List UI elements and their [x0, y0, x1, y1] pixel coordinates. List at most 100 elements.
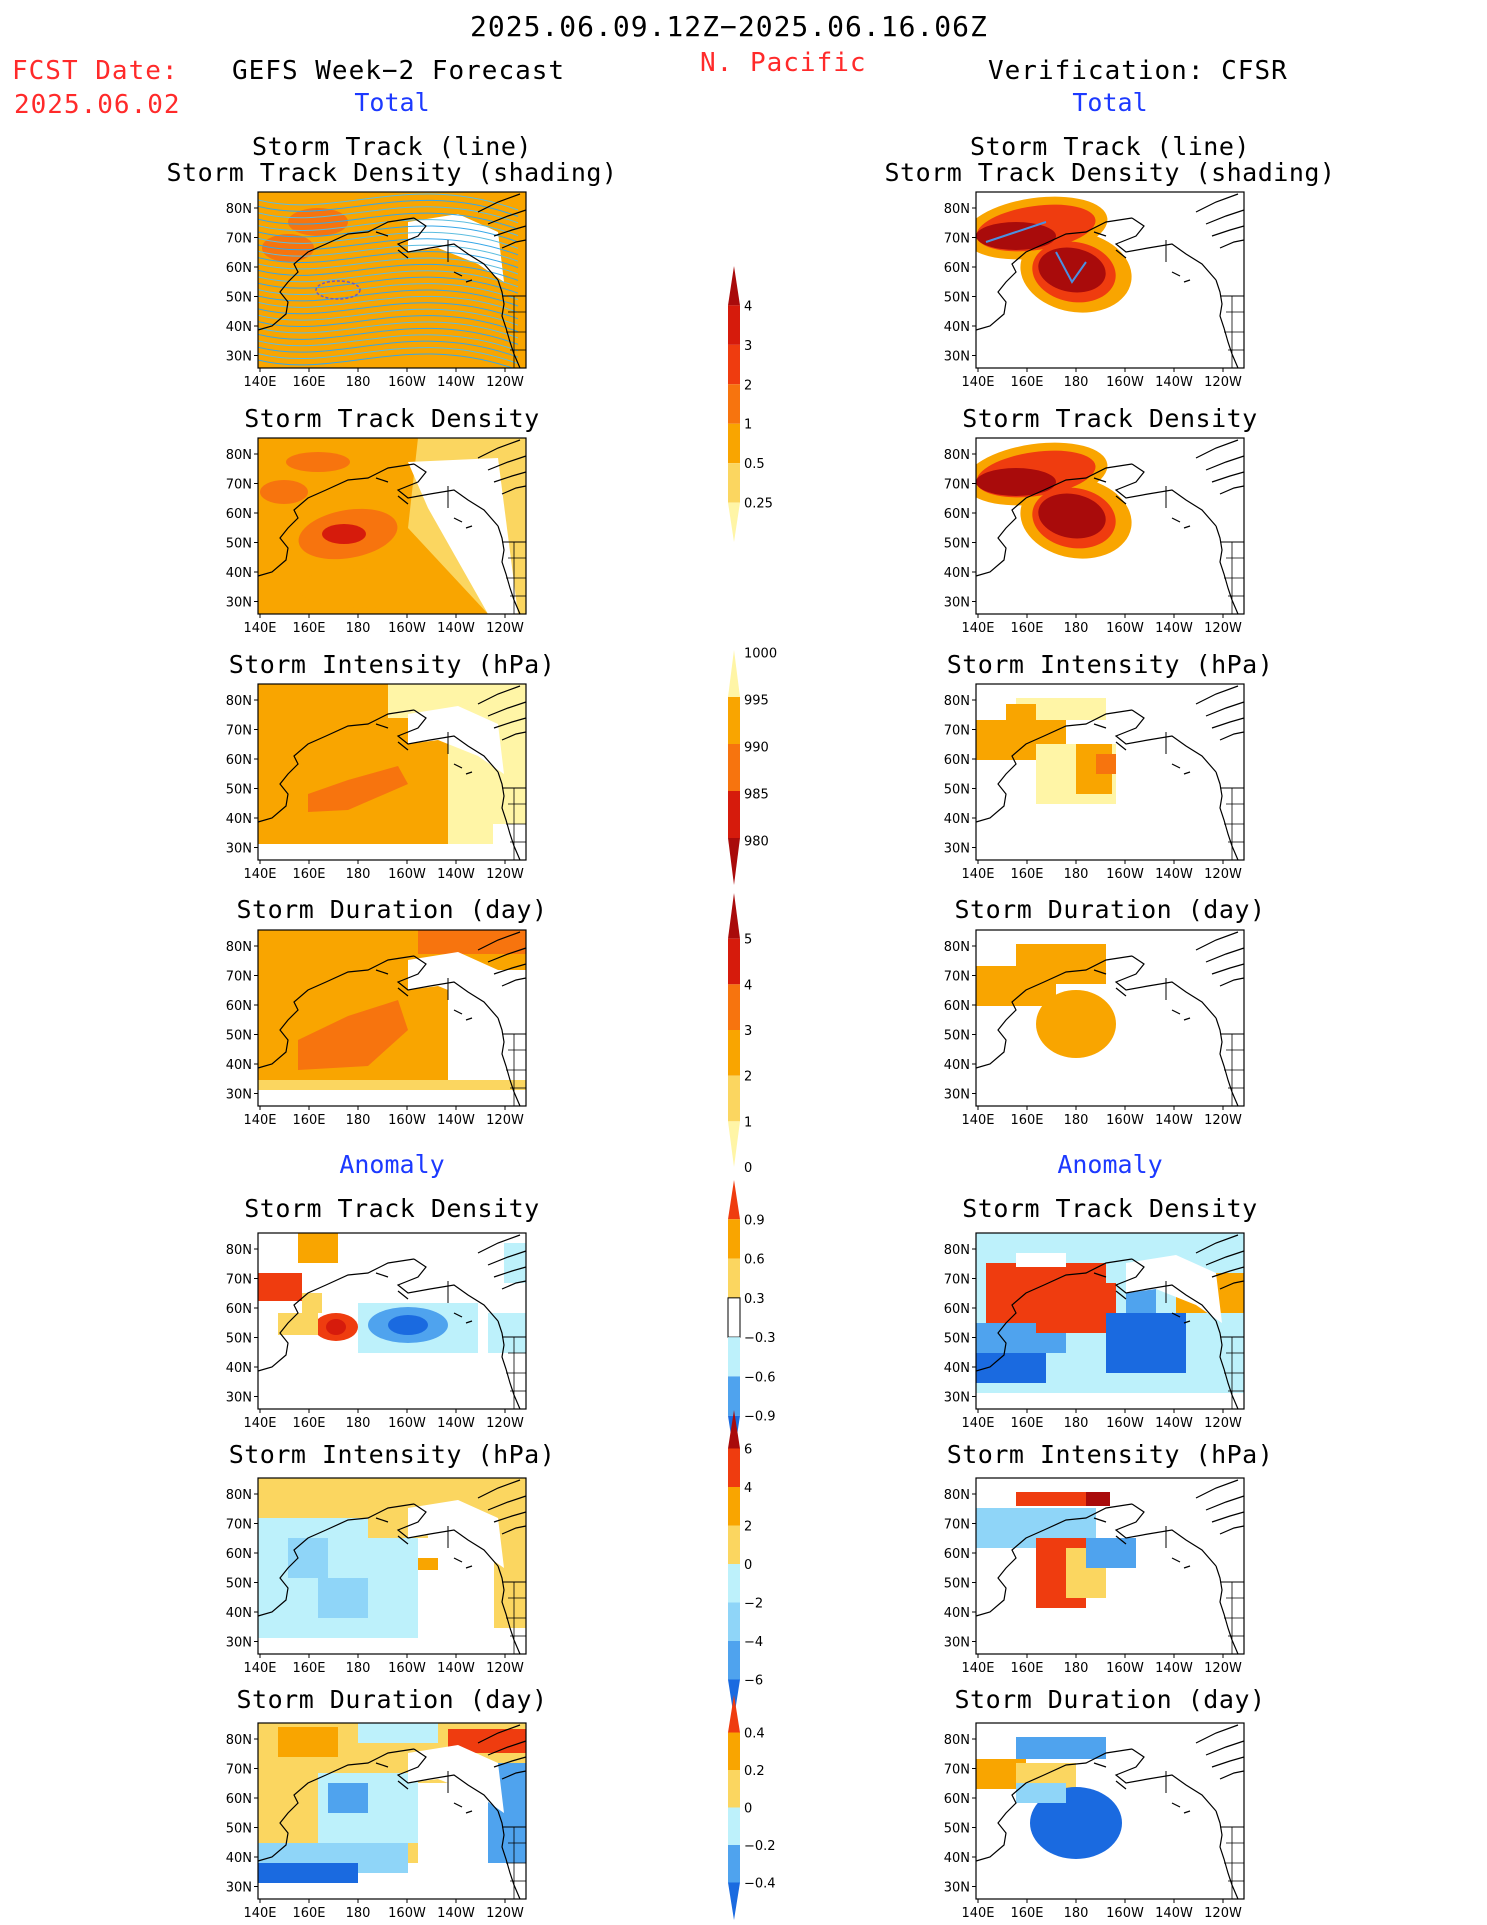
coastline [1114, 709, 1217, 773]
colorbar-segment [728, 1376, 740, 1416]
map-frame [975, 1722, 1245, 1900]
coastline [453, 517, 463, 523]
track-line [258, 327, 519, 345]
coastline [375, 477, 389, 483]
lon-label: 160E [292, 621, 325, 636]
colorbar-label: 980 [744, 834, 769, 849]
date-range-title: 2025.06.09.12Z−2025.06.16.06Z [470, 10, 988, 43]
shade-cell [258, 1638, 526, 1654]
colorbar-label: 3 [744, 339, 752, 354]
lon-label: 160E [1010, 1113, 1043, 1128]
colorbar-label: 0.3 [744, 1292, 765, 1307]
total-label-right: Total [1072, 88, 1148, 117]
coastline [397, 1290, 409, 1300]
lon-label: 160W [388, 867, 426, 882]
coastline [257, 463, 415, 577]
lat-label: 70N [226, 724, 252, 739]
lat-label: 40N [226, 1361, 252, 1376]
land-region [408, 458, 518, 614]
colorbar-label: 4 [744, 978, 752, 993]
shade-cell [976, 1393, 1244, 1409]
lon-label: 140W [1155, 867, 1193, 882]
lon-label: 160E [292, 1661, 325, 1676]
colorbar-label: 1000 [744, 646, 777, 661]
colorbar-segment [728, 791, 740, 838]
coastline [1093, 1517, 1107, 1523]
shade-cell [288, 1538, 328, 1578]
coastline [1114, 1258, 1217, 1322]
coastline [1215, 1320, 1239, 1410]
coastline [1195, 931, 1239, 951]
colorbar-segment [728, 697, 740, 744]
lon-label: 140W [1155, 1661, 1193, 1676]
coastline [397, 495, 409, 505]
colorbar-segment [728, 1030, 740, 1076]
shade-cell [1096, 754, 1116, 774]
coastline [1195, 1234, 1239, 1254]
lon-label: 180 [346, 1661, 371, 1676]
coastline [1093, 723, 1107, 729]
coastline [477, 1724, 521, 1744]
lat-label: 40N [944, 1606, 970, 1621]
shade-cell [1086, 1492, 1110, 1506]
colorbar-segment [728, 1448, 740, 1487]
lat-label: 40N [226, 566, 252, 581]
lon-label: 160E [1010, 621, 1043, 636]
shade-cell [1016, 1783, 1066, 1803]
lon-label: 160W [1106, 375, 1144, 390]
coastline [1115, 495, 1127, 505]
lon-label: 180 [1064, 375, 1089, 390]
map-frame [975, 437, 1245, 615]
lon-label: 160W [388, 1416, 426, 1431]
lon-label: 120W [486, 867, 524, 882]
coastline [1211, 471, 1245, 483]
colorbar-label: −0.3 [744, 1331, 776, 1346]
coastline [1211, 1756, 1245, 1768]
coastline [487, 947, 527, 963]
lat-label: 30N [944, 1636, 970, 1651]
colorbar-segment [728, 1410, 740, 1449]
field-shading [258, 438, 526, 614]
colorbar-segment [728, 1564, 740, 1603]
lon-label: 120W [486, 1661, 524, 1676]
lat-label: 80N [226, 694, 252, 709]
colorbar-segment [728, 1770, 740, 1808]
coastline [375, 723, 389, 729]
land-region [408, 1500, 504, 1568]
coastline [375, 969, 389, 975]
track-line [258, 347, 519, 365]
lat-label: 70N [944, 1273, 970, 1288]
colorbar-label: 0.25 [744, 497, 773, 512]
coastline [975, 1258, 1133, 1372]
colorbar-label: 0.4 [744, 1727, 765, 1742]
lon-label: 120W [486, 375, 524, 390]
coastline [1115, 1780, 1127, 1790]
coastline [453, 763, 463, 769]
lat-label: 30N [226, 1636, 252, 1651]
lon-label: 160W [1106, 1906, 1144, 1921]
lat-label: 50N [226, 537, 252, 552]
colorbar-label: −4 [744, 1635, 763, 1650]
shade-cell [418, 1558, 438, 1570]
map-duration-left: 80N 70N 60N 50N 40N 30N 140E 160E 180 160W 140W 120… [226, 929, 527, 1128]
lon-label: 180 [1064, 1906, 1089, 1921]
colorbar-segment [728, 1882, 740, 1920]
colorbar-label: 0.9 [744, 1213, 765, 1228]
colorbar-label: −0.6 [744, 1370, 776, 1385]
fcst-date: 2025.06.02 [14, 90, 181, 120]
coastline [1115, 987, 1127, 997]
shade-cell [1016, 1253, 1066, 1267]
coastline [501, 485, 527, 495]
lat-label: 80N [944, 202, 970, 217]
lat-label: 80N [226, 448, 252, 463]
colorbar-label: −2 [744, 1597, 763, 1612]
lat-label: 60N [226, 261, 252, 276]
lat-label: 30N [226, 350, 252, 365]
colorbar-segment [728, 463, 740, 503]
map-frame [257, 683, 527, 861]
lat-label: 60N [226, 999, 252, 1014]
coastline [453, 271, 463, 277]
lon-label: 160W [388, 1661, 426, 1676]
lat-label: 50N [226, 783, 252, 798]
lat-label: 30N [944, 350, 970, 365]
